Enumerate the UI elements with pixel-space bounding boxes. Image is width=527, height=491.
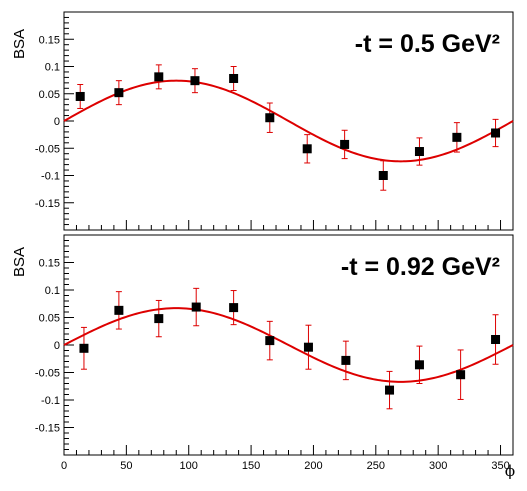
panel2-data-point <box>456 370 466 380</box>
panel2-y-tick-label: -0.05 <box>35 368 60 380</box>
panel2-y-tick-label: 0 <box>54 340 60 352</box>
panel1-y-tick-label: 0.15 <box>39 34 60 46</box>
upper-ylabel: BSA <box>11 29 28 59</box>
panel2-x-tick-label: 50 <box>120 460 132 472</box>
panel1-data-point <box>340 139 350 149</box>
panel1-fit-curve <box>63 79 514 163</box>
panel2-data-point <box>491 335 501 344</box>
panel1-data-point <box>114 88 124 98</box>
panel1-y-tick-label: -0.15 <box>35 198 60 210</box>
panel1-y-tick-label: 0.1 <box>45 62 60 74</box>
panel2-x-tick-label: 100 <box>180 460 198 472</box>
panel2-x-tick-label: 200 <box>304 460 322 472</box>
lower-ylabel: BSA <box>11 247 28 277</box>
panel1-y-tick-label: 0 <box>54 116 60 128</box>
panel1-y-tick-label: -0.05 <box>35 143 60 155</box>
panel2-data-point <box>303 342 313 352</box>
panel2-data-point <box>191 302 201 312</box>
panel2-y-tick-label: 0.05 <box>39 313 60 325</box>
panel1-data-point <box>229 73 239 83</box>
panel1-data-point <box>414 147 424 157</box>
panel1-data-point <box>302 144 312 154</box>
panel2-data-point <box>229 303 239 313</box>
panel2-x-tick-label: 350 <box>491 460 509 472</box>
panel2-x-tick-label: 150 <box>242 460 260 472</box>
panel2-data-point <box>265 336 275 346</box>
panel1-data-point <box>452 132 462 142</box>
panel2-data-point <box>385 385 395 395</box>
panel2-data-point <box>114 305 124 315</box>
panel2-x-tick-label: 0 <box>61 460 67 472</box>
panel1-data-point <box>491 128 501 138</box>
panel1-data-point <box>75 91 85 101</box>
upper-panel: -0.15 -0.1 -0.05 0 0.05 0.1 0.15 BSA -t = 0.5 Ge… <box>11 11 514 231</box>
panel1-data-point <box>378 171 388 180</box>
panel2-fit-curve <box>63 307 514 383</box>
panel2-data-point <box>154 314 164 324</box>
panel2-y-tick-label: 0.1 <box>45 285 60 297</box>
lower-panel-label: -t = 0.92 GeV² <box>341 253 500 281</box>
panel1-data-point <box>190 76 200 86</box>
panel2-data-point <box>79 343 89 353</box>
lower-panel: -0.15 -0.1 -0.05 0 0.05 0.1 0.15 0 50 100 150 200 25… <box>11 234 515 480</box>
panel1-y-tick-label: 0.05 <box>39 89 60 101</box>
panel2-x-tick-label: 300 <box>429 460 447 472</box>
upper-panel-label: -t = 0.5 GeV² <box>355 30 500 58</box>
panel2-x-tick-label: 250 <box>367 460 385 472</box>
panel1-data-point <box>265 113 275 123</box>
panel2-y-tick-label: -0.1 <box>41 395 60 407</box>
panel2-y-tick-label: 0.15 <box>39 258 60 270</box>
panel2-y-tick-label: -0.15 <box>35 423 60 435</box>
panel2-data-point <box>341 355 351 365</box>
x-axis-label: ϕ <box>505 462 515 480</box>
panel2-data-point <box>414 360 424 370</box>
panel1-y-tick-label: -0.1 <box>41 171 60 183</box>
panel1-data-point <box>154 72 164 82</box>
